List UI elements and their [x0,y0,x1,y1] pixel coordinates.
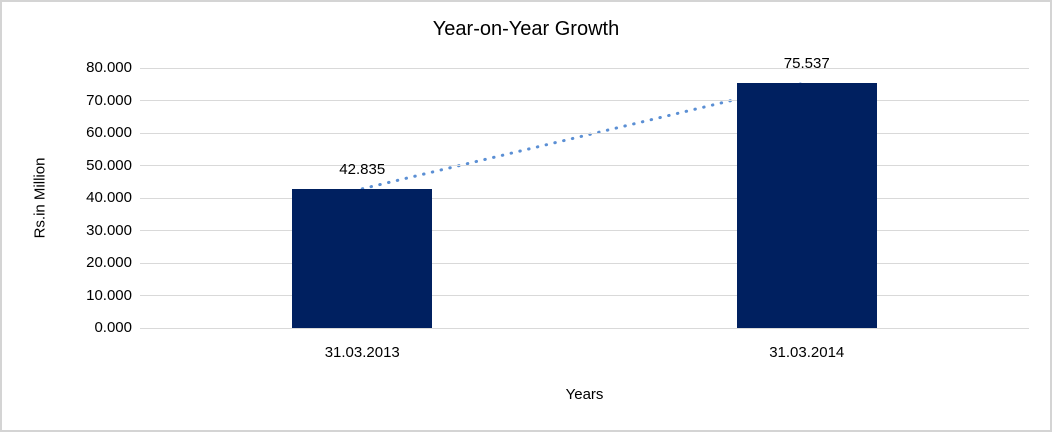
x-tick-label-31.03.2014: 31.03.2014 [769,344,845,361]
bar-31.03.2013 [292,188,433,328]
gridline-40 [140,197,1029,199]
gridline-10 [140,295,1029,296]
gridline-20 [140,262,1029,264]
y-tick-label-70: 70.000 [86,91,132,109]
gridline-0 [140,327,1029,329]
gridline-80 [140,67,1029,69]
y-tick-label-80: 80.000 [86,59,132,76]
bar-31.03.2014 [736,82,877,328]
y-tick-label-0: 0.000 [94,319,132,336]
gridline-30 [140,230,1029,231]
y-tick-label-10: 10.000 [86,286,132,304]
gridline-70 [140,100,1029,101]
y-axis-title: Rs.in Million [31,157,49,239]
data-label-31.03.2014: 75.537 [783,54,830,72]
gridline-50 [140,165,1029,166]
y-tick-label-20: 20.000 [86,254,132,271]
y-tick-label-40: 40.000 [86,189,132,206]
chart-title: Year-on-Year Growth [432,18,620,40]
y-tick-label-50: 50.000 [86,156,132,174]
data-label-31.03.2013: 42.835 [339,160,386,178]
gridline-60 [140,132,1029,134]
y-tick-label-60: 60.000 [86,124,132,141]
x-axis-title: Years [565,386,604,403]
y-tick-label-30: 30.000 [86,221,132,239]
x-tick-label-31.03.2013: 31.03.2013 [324,344,400,361]
